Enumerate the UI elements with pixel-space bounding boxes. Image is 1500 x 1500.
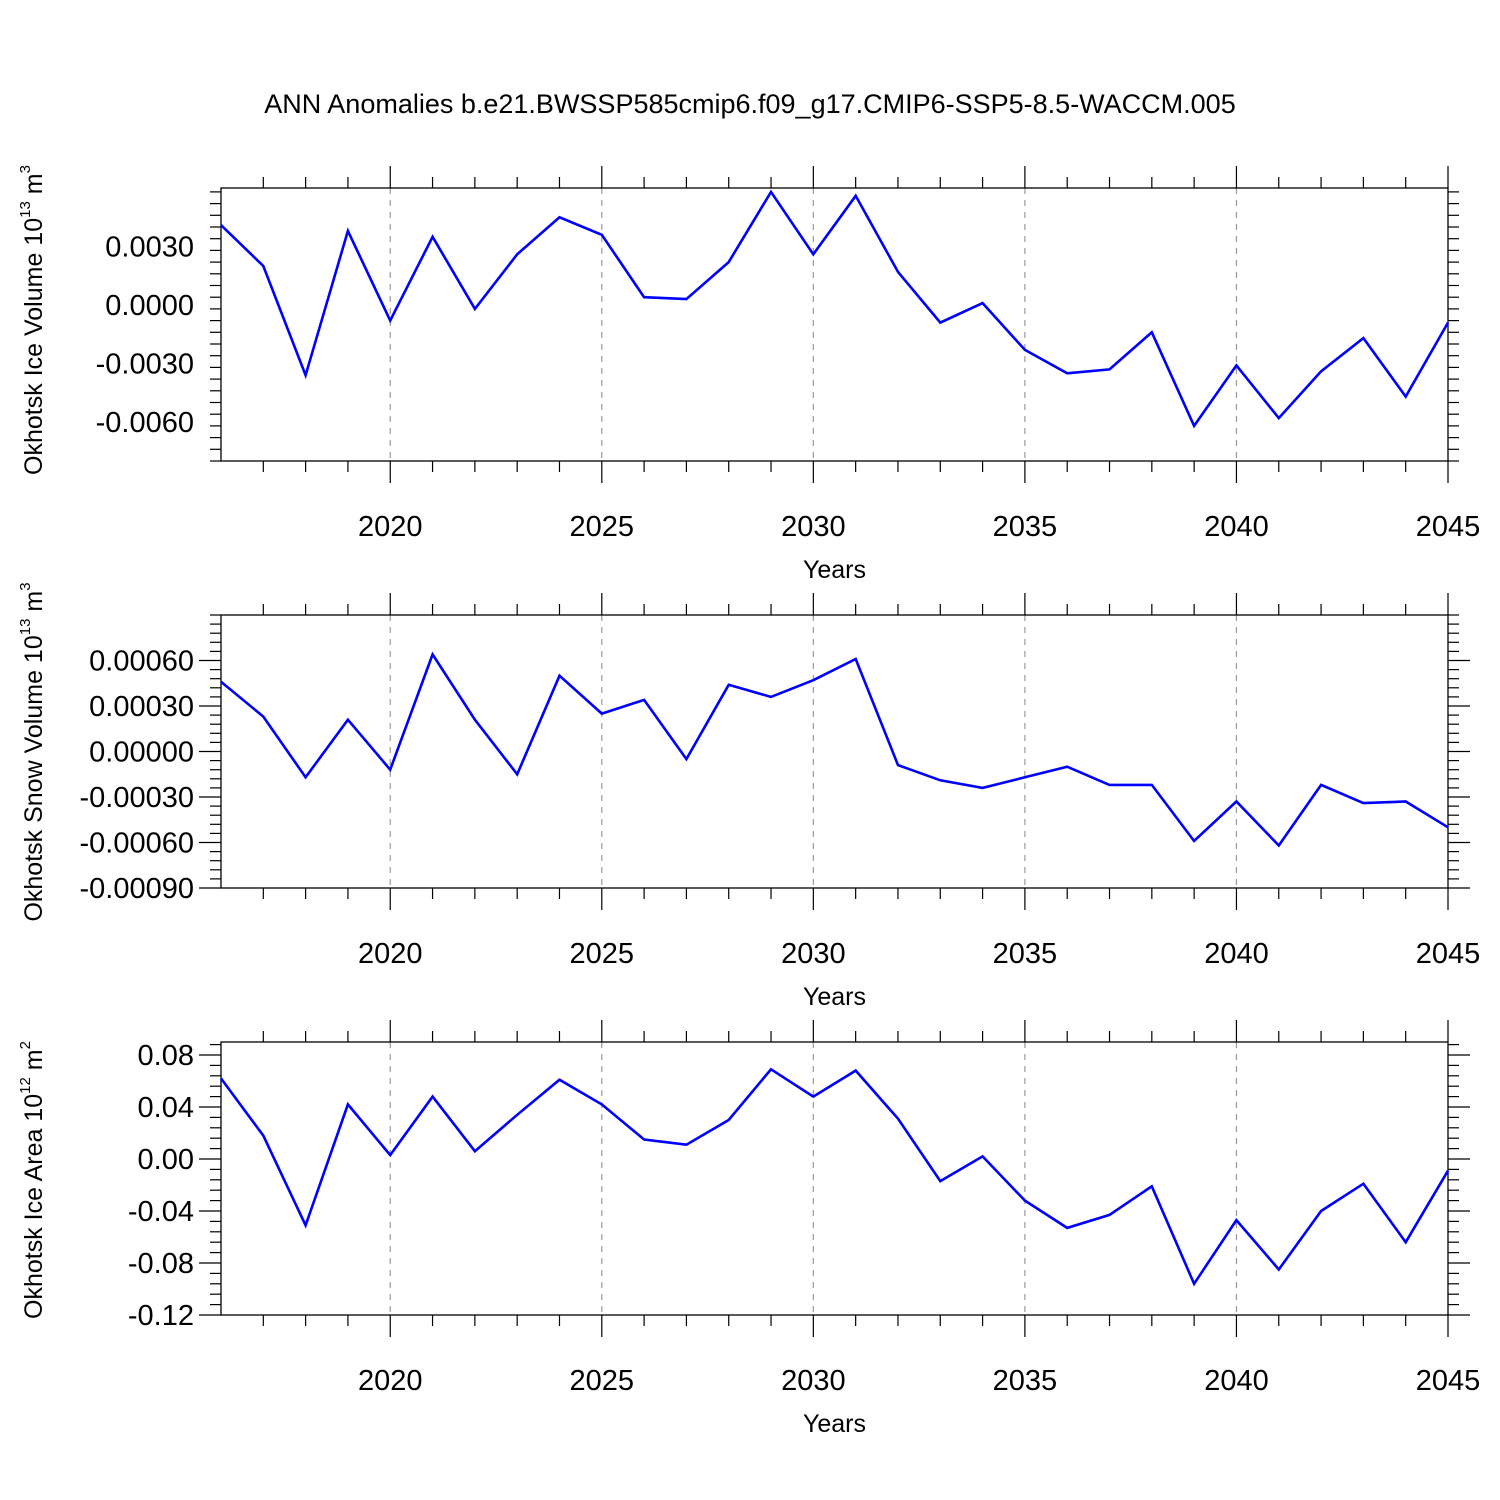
x-tick-label: 2020	[358, 511, 423, 543]
chart-title: ANN Anomalies b.e21.BWSSP585cmip6.f09_g1…	[264, 89, 1235, 119]
y-tick-label: -0.08	[128, 1248, 194, 1280]
x-tick-label: 2040	[1204, 1365, 1269, 1397]
y-tick-label: -0.00060	[80, 828, 195, 860]
x-tick-label: 2030	[781, 511, 846, 543]
x-tick-label: 2040	[1204, 511, 1269, 543]
y-tick-label: -0.12	[128, 1300, 194, 1332]
x-tick-label: 2025	[570, 511, 635, 543]
series-line	[219, 1067, 1450, 1287]
y-tick-label: -0.00030	[80, 782, 195, 814]
x-tick-label: 2025	[570, 938, 635, 970]
x-axis-label: Years	[803, 1410, 866, 1438]
panel-ice-area: 2020 2025 2030 2035 2040 2045 0.08 0.04 0.00 -0.0…	[17, 1020, 1480, 1438]
x-tick-label: 2025	[570, 1365, 635, 1397]
y-axis-label: Okhotsk Ice Area 1012 m2	[17, 1041, 48, 1319]
y-tick-label: 0.04	[138, 1092, 194, 1124]
y-tick-label: -0.0060	[96, 407, 194, 439]
x-tick-label: 2030	[781, 938, 846, 970]
y-tick-label: 0.00000	[89, 737, 194, 769]
panel-ice-volume: 2020 2025 2030 2035 2040 2045 0.0030 0.0000 -0.0…	[17, 165, 1480, 584]
x-tick-label: 2035	[993, 511, 1058, 543]
x-tick-label: 2045	[1416, 511, 1481, 543]
y-tick-label: 0.0030	[105, 232, 194, 264]
y-tick-label: -0.0030	[96, 349, 194, 381]
x-axis-label: Years	[803, 556, 866, 584]
x-tick-label: 2035	[993, 1365, 1058, 1397]
y-tick-label: -0.04	[128, 1196, 194, 1228]
y-tick-label: 0.00	[138, 1144, 194, 1176]
y-tick-label: 0.00030	[89, 691, 194, 723]
y-tick-label: -0.00090	[80, 873, 195, 905]
y-axis-label: Okhotsk Ice Volume 1013 m3	[17, 165, 48, 475]
x-tick-label: 2045	[1416, 1365, 1481, 1397]
series-line	[220, 651, 1449, 848]
x-tick-label: 2020	[358, 938, 423, 970]
x-tick-label: 2045	[1416, 938, 1481, 970]
x-tick-label: 2030	[781, 1365, 846, 1397]
y-tick-label: 0.00060	[89, 646, 194, 678]
x-tick-label: 2035	[993, 938, 1058, 970]
y-tick-label: 0.08	[138, 1040, 194, 1072]
x-tick-label: 2040	[1204, 938, 1269, 970]
plot-frame	[220, 614, 1449, 889]
panel-snow-volume: 2020 2025 2030 2035 2040 2045 0.00060 0.00030 0.…	[17, 582, 1480, 1011]
x-tick-label: 2020	[358, 1365, 423, 1397]
y-tick-label: 0.0000	[105, 290, 194, 322]
plot-frame	[220, 187, 1449, 462]
series-line	[220, 189, 1450, 429]
y-axis-label: Okhotsk Snow Volume 1013 m3	[17, 582, 48, 921]
x-axis-label: Years	[803, 983, 866, 1011]
plot-frame	[220, 1041, 1449, 1316]
